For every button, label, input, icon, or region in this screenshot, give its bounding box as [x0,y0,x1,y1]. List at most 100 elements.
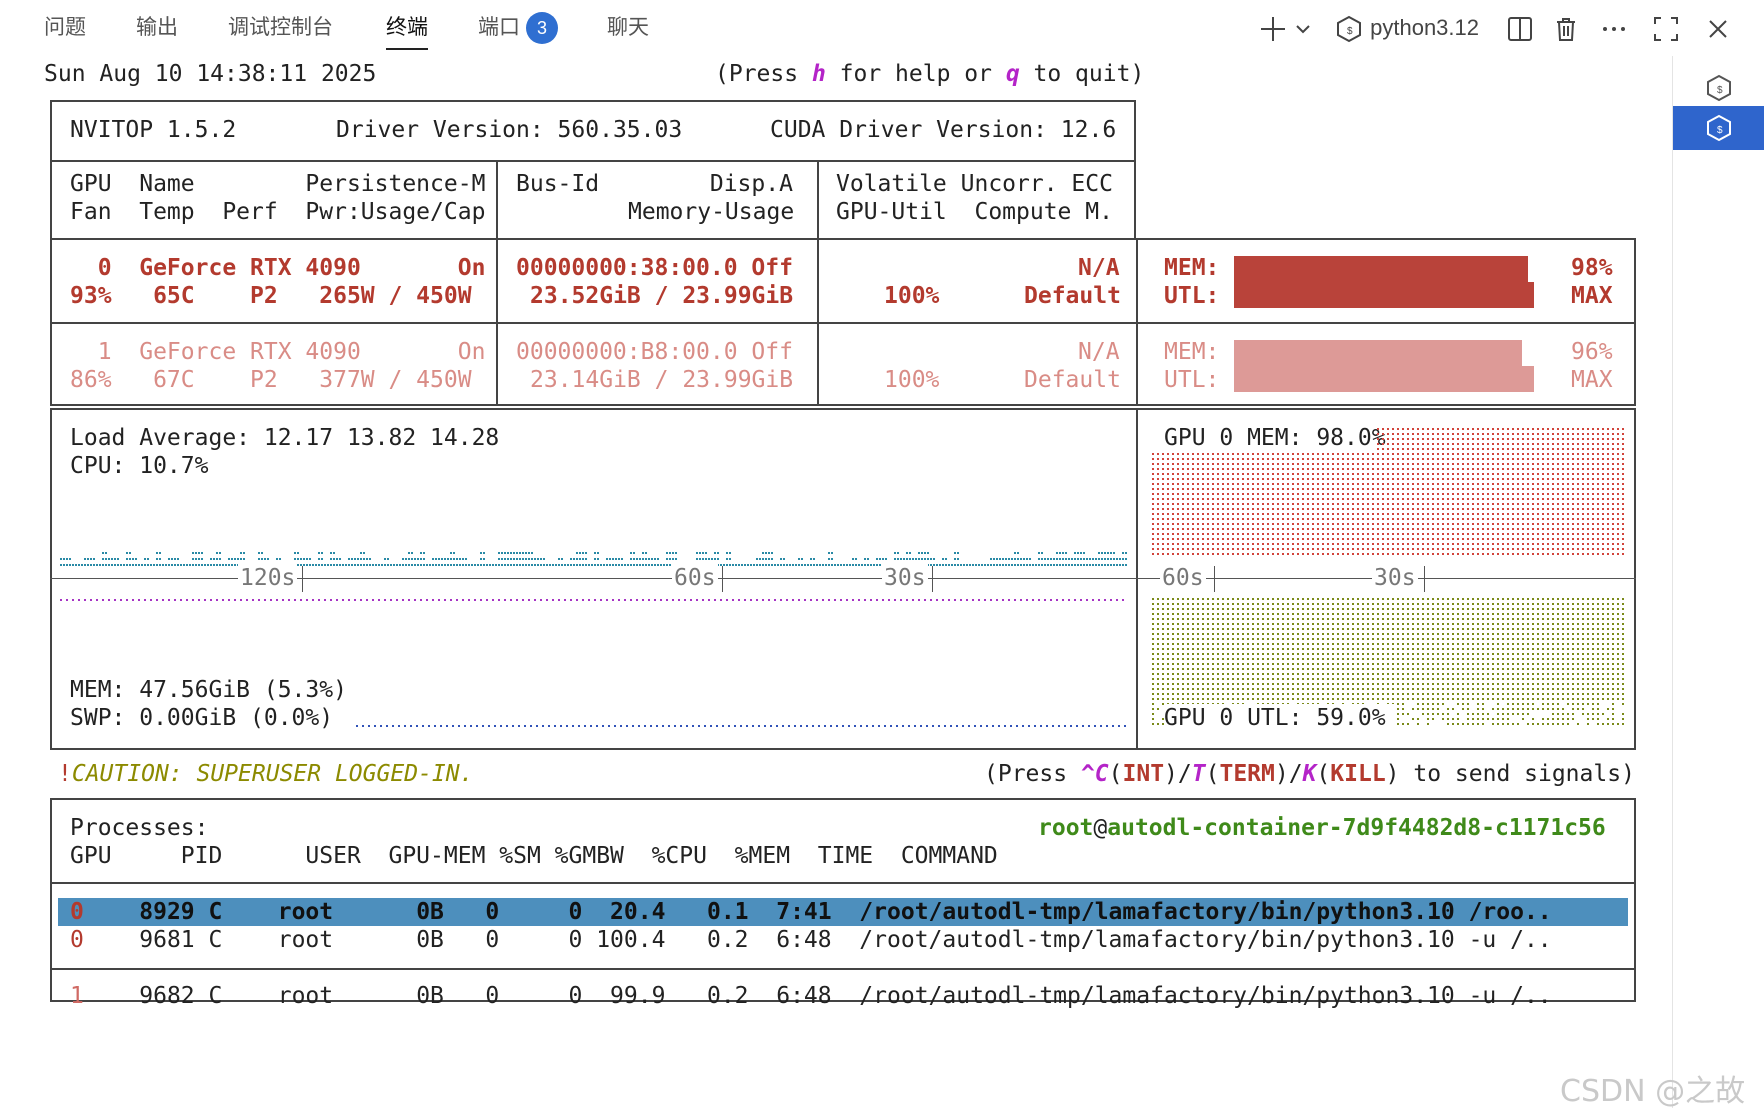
gpu-mem-dot [1357,478,1359,480]
gpu-mem-dot [1162,548,1164,550]
tab-problems[interactable]: 问题 [44,16,86,39]
gpu-utl-dot [1252,613,1254,615]
cpu-dot [1044,558,1046,560]
terminal-instance-2[interactable]: $ [1673,106,1764,150]
gpu-mem-dot [1242,488,1244,490]
gpu-mem-dot [1297,473,1299,475]
gpu-utl-dot [1412,628,1414,630]
gpu-mem-dot [1517,503,1519,505]
more-actions-button[interactable] [1600,10,1628,46]
gpu-utl-dot [1517,603,1519,605]
cpu-dot [621,564,623,566]
gpu-mem-dot [1577,488,1579,490]
gpu-utl-dot [1172,663,1174,665]
tab-terminal[interactable]: 终端 [386,12,428,50]
gpu-mem-dot [1497,493,1499,495]
gpu-mem-dot [1272,463,1274,465]
terminal-instance-1[interactable]: $ [1673,66,1764,110]
gpu-utl-dot [1382,633,1384,635]
gpu-utl-dot [1187,658,1189,660]
gpu-utl-dot [1167,658,1169,660]
gpu-utl-dot [1597,633,1599,635]
cpu-dot [450,564,452,566]
cpu-dot [576,558,578,560]
tab-debug-console[interactable]: 调试控制台 [228,16,333,39]
gpu-mem-dot [1457,538,1459,540]
gpu-utl-dot [1447,608,1449,610]
gpu-utl-dot [1497,623,1499,625]
gpu-utl-dot [1577,643,1579,645]
gpu-utl-dot [1502,633,1504,635]
shell-selector[interactable]: $ python3.12 [1334,10,1479,46]
mem-dot [702,599,704,601]
gpu-mem-dot [1527,508,1529,510]
gpu-mem-dot [1522,548,1524,550]
gpu-utl-dot [1197,608,1199,610]
gpu-mem-dot [1217,543,1219,545]
gpu-utl-dot [1432,648,1434,650]
gpu-utl-dot [1507,663,1509,665]
mem-dot [1020,599,1022,601]
gpu-mem-dot [1157,453,1159,455]
gpu-mem-dot [1527,448,1529,450]
cpu-dot [909,552,911,554]
gpu-utl-dot [1242,653,1244,655]
gpu-mem-dot [1337,463,1339,465]
gpu-mem-dot [1472,463,1474,465]
split-terminal-button[interactable] [1506,10,1534,46]
gpu-mem-dot [1567,433,1569,435]
gpu-mem-dot [1537,503,1539,505]
new-terminal-button[interactable] [1258,10,1288,46]
gpu-mem-dot [1187,453,1189,455]
gpu-mem-dot [1437,488,1439,490]
tab-chat[interactable]: 聊天 [607,16,649,39]
tick-mark [1424,566,1425,592]
gpu-utl-dot [1287,648,1289,650]
gpu-utl-dot [1617,598,1619,600]
gpu-mem-dot [1502,428,1504,430]
cpu-dot [642,558,644,560]
cpu-dot [168,564,170,566]
gpu-mem-dot [1557,528,1559,530]
gpu-mem-dot [1277,523,1279,525]
terminal-output[interactable]: Sun Aug 10 14:38:11 2025 (Press h for he… [0,56,1672,1108]
gpu-utl-dot [1617,663,1619,665]
gpu-mem-dot [1607,503,1609,505]
gpu-mem-dot [1517,498,1519,500]
gpu-mem-dot [1477,493,1479,495]
maximize-panel-button[interactable] [1652,10,1680,46]
gpu-mem-dot [1372,478,1374,480]
gpu-mem-dot [1412,483,1414,485]
gpu-utl-dot [1172,668,1174,670]
gpu-mem-dot [1257,553,1259,555]
gpu-utl-dot [1242,613,1244,615]
gpu-utl-dot [1412,668,1414,670]
gpu-utl-dot [1282,608,1284,610]
close-panel-button[interactable] [1704,10,1732,46]
swap-dot [632,725,634,727]
terminal-dropdown-button[interactable] [1294,10,1312,46]
cpu-dot [990,558,992,560]
gpu-mem-dot [1367,533,1369,535]
gpu-utl-dot [1292,648,1294,650]
tab-output[interactable]: 输出 [136,16,178,39]
cpu-dot [996,558,998,560]
gpu-utl-dot [1387,658,1389,660]
gpu-utl-dot [1522,648,1524,650]
gpu-utl-dot [1307,638,1309,640]
gpu-utl-dot [1347,608,1349,610]
gpu-mem-dot [1212,468,1214,470]
cpu-dot [234,558,236,560]
gpu-mem-dot [1422,478,1424,480]
gpu-utl-dot [1552,668,1554,670]
gpu-mem-dot [1307,458,1309,460]
tab-ports[interactable]: 端口 3 [478,12,558,48]
gpu-utl-dot [1487,618,1489,620]
cpu-dot [756,564,758,566]
gpu-utl-dot [1192,628,1194,630]
kill-terminal-button[interactable] [1552,10,1580,46]
gpu-mem-dot [1422,528,1424,530]
gpu-mem-dot [1497,508,1499,510]
gpu-utl-dot [1327,623,1329,625]
gpu-mem-dot [1432,458,1434,460]
